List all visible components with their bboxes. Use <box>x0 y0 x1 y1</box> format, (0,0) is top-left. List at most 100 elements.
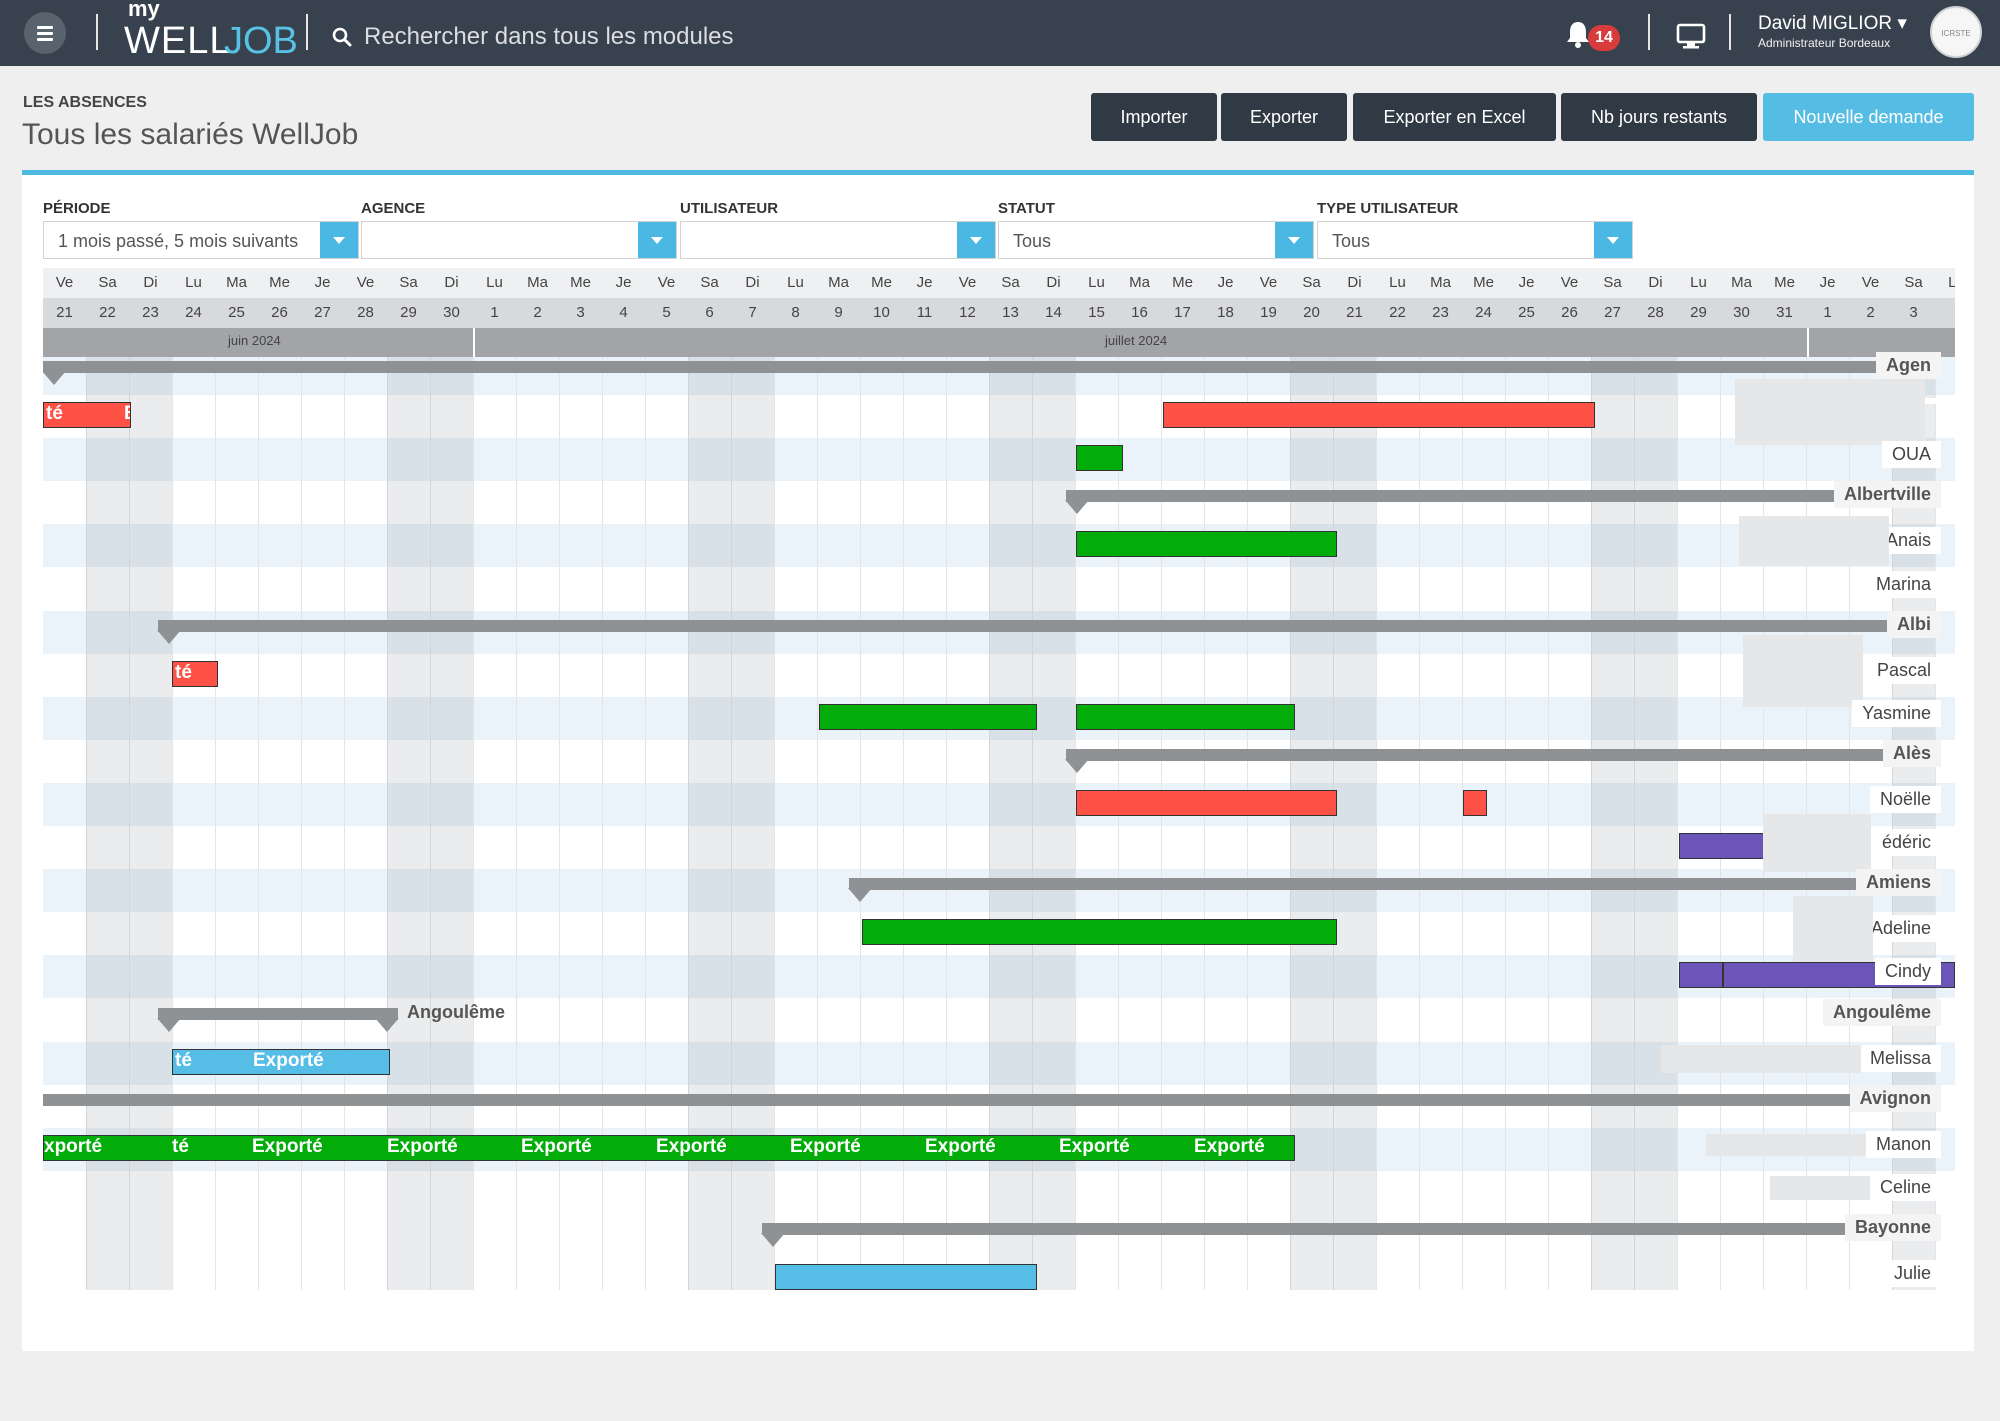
employee-name[interactable]: Noëlle <box>1869 786 1941 813</box>
day-name-label: Di <box>1648 274 1663 291</box>
hamburger-menu-icon[interactable] <box>24 12 66 54</box>
employee-name[interactable]: Manon <box>1865 1130 1941 1158</box>
day-name-label: Ve <box>356 274 375 291</box>
monitor-icon[interactable] <box>1676 23 1706 49</box>
day-number-label: 2 <box>533 304 542 321</box>
chevron-down-icon[interactable] <box>320 222 358 258</box>
day-number-label: 29 <box>1690 304 1707 321</box>
day-name-label: Sa <box>1904 274 1923 291</box>
absence-bar[interactable] <box>1076 531 1337 558</box>
notification-count-badge[interactable]: 14 <box>1588 25 1620 51</box>
day-name-label: Ve <box>1259 274 1278 291</box>
absence-bar[interactable]: xporté té Exporté Exporté Exporté Exporté Expo… <box>43 1134 1295 1161</box>
employee-name[interactable]: OUA <box>1881 441 1941 469</box>
grid-line <box>1591 330 1592 1290</box>
day-number-label: 15 <box>1088 304 1105 321</box>
group-label[interactable]: Angoulême <box>407 1001 506 1022</box>
employee-name[interactable]: Yasmine <box>1852 699 1941 727</box>
employee-name[interactable]: Marina <box>1865 570 1941 598</box>
absence-bar[interactable] <box>1163 402 1595 429</box>
group-label[interactable]: Albertville <box>1833 481 1941 509</box>
chevron-down-icon[interactable] <box>1594 222 1632 258</box>
bell-icon[interactable] <box>1565 20 1591 48</box>
grid-line <box>344 330 345 1290</box>
filter-label-agency: AGENCE <box>361 200 426 217</box>
agency-select[interactable] <box>361 221 677 259</box>
group-label[interactable]: Alès <box>1882 739 1941 767</box>
day-name-label: Je <box>1819 274 1836 291</box>
chevron-down-icon[interactable] <box>1275 222 1313 258</box>
day-number-label: 5 <box>662 304 671 321</box>
group-label[interactable]: Angoulême <box>1822 998 1941 1026</box>
day-name-label: Di <box>745 274 760 291</box>
absence-bar[interactable] <box>1076 445 1123 472</box>
grid-line <box>1634 330 1635 1290</box>
chevron-down-icon[interactable] <box>638 222 676 258</box>
absence-bar[interactable]: té <box>172 660 218 687</box>
employee-name[interactable]: Adeline <box>1860 915 1941 943</box>
user-menu[interactable]: David MIGLIOR ▾ <box>1758 13 1907 34</box>
group-start-marker <box>761 1233 785 1247</box>
day-name-label: Sa <box>1603 274 1622 291</box>
employee-name[interactable]: Pascal <box>1866 656 1941 684</box>
employee-name[interactable]: Cindy <box>1874 958 1941 986</box>
top-navigation-bar: my WELL JOB 14 David MIGLIOR ▾ Administr… <box>0 0 2000 66</box>
weekend-column <box>86 330 129 1290</box>
grid-line <box>516 330 517 1290</box>
filter-label-user: UTILISATEUR <box>680 200 779 217</box>
group-label[interactable]: Albi <box>1887 610 1941 638</box>
redacted-name <box>1739 516 1889 567</box>
absence-status-text: Exporté <box>252 1135 323 1157</box>
absence-bar[interactable] <box>775 1264 1037 1290</box>
grid-row <box>43 955 1955 999</box>
absence-bar[interactable] <box>1679 962 1723 989</box>
user-type-select-value: Tous <box>1332 231 1371 251</box>
day-number-label: 10 <box>873 304 890 321</box>
status-select[interactable]: Tous <box>998 221 1314 259</box>
remaining-days-button[interactable]: Nb jours restants <box>1561 93 1757 141</box>
employee-name[interactable] <box>1921 398 1941 405</box>
employee-name[interactable]: Celine <box>1869 1173 1941 1201</box>
employee-name[interactable]: édéric <box>1871 829 1941 857</box>
absence-bar[interactable] <box>1679 833 1768 860</box>
chevron-down-icon[interactable] <box>957 222 995 258</box>
search-icon[interactable] <box>332 27 352 47</box>
day-name-label: Ma <box>1731 274 1752 291</box>
absence-bar[interactable]: té Exporté <box>172 1048 390 1075</box>
global-search-input[interactable] <box>364 22 824 52</box>
employee-name[interactable]: Melissa <box>1859 1044 1941 1072</box>
export-button[interactable]: Exporter <box>1221 93 1347 141</box>
divider <box>1729 14 1731 50</box>
export-excel-button[interactable]: Exporter en Excel <box>1353 93 1556 141</box>
employee-name[interactable]: Julie <box>1883 1260 1941 1288</box>
redacted-name <box>1661 1044 1861 1073</box>
absence-bar[interactable] <box>1076 703 1295 730</box>
absence-bar[interactable] <box>1076 790 1337 816</box>
welljob-logo[interactable]: my WELL JOB <box>124 0 298 62</box>
avatar[interactable]: ICRSTE <box>1930 6 1982 58</box>
day-number-label: 22 <box>99 304 116 321</box>
absence-status-text: té <box>175 661 192 683</box>
group-label[interactable]: Bayonne <box>1844 1214 1941 1241</box>
weekend-column <box>129 330 172 1290</box>
absence-bar[interactable] <box>1463 790 1487 816</box>
day-number-label: 23 <box>1432 304 1449 321</box>
group-label[interactable]: Agen <box>1876 352 1941 379</box>
period-select[interactable]: 1 mois passé, 5 mois suivants <box>43 221 359 259</box>
import-button[interactable]: Importer <box>1091 93 1217 141</box>
grid-row <box>43 610 1955 654</box>
day-number-label: 28 <box>357 304 374 321</box>
absence-bar[interactable] <box>862 919 1337 946</box>
group-label[interactable]: Amiens <box>1855 869 1941 897</box>
day-number-label: 28 <box>1647 304 1664 321</box>
weekend-column <box>1591 330 1634 1290</box>
user-type-select[interactable]: Tous <box>1317 221 1633 259</box>
user-select[interactable] <box>680 221 996 259</box>
absence-bar[interactable]: té E <box>43 402 131 429</box>
grid-row <box>43 438 1955 482</box>
new-request-button[interactable]: Nouvelle demande <box>1763 93 1974 141</box>
day-name-label: Je <box>615 274 632 291</box>
group-label[interactable]: Avignon <box>1849 1084 1941 1112</box>
day-name-label: Di <box>1046 274 1061 291</box>
absence-bar[interactable] <box>819 703 1037 730</box>
